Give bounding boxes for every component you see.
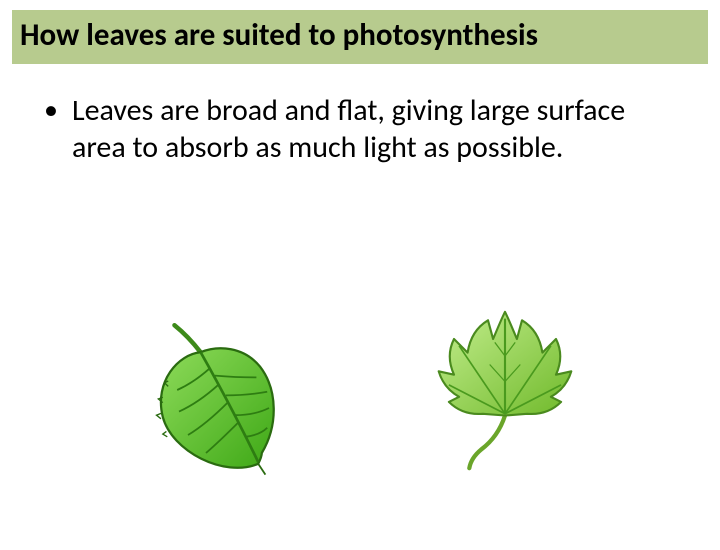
title-band: How leaves are suited to photosynthesis [12,10,708,64]
maple-leaf-figure [405,290,605,490]
maple-leaf-icon [420,305,590,475]
bullet-text: Leaves are broad and flat, giving large … [72,92,660,167]
bullet-item: • Leaves are broad and flat, giving larg… [44,92,660,167]
simple-leaf-icon [125,300,305,480]
bullet-marker: • [44,92,58,128]
simple-leaf-figure [115,290,315,490]
figure-row [0,290,720,490]
slide-title: How leaves are suited to photosynthesis [20,18,700,54]
bullet-area: • Leaves are broad and flat, giving larg… [0,64,720,167]
